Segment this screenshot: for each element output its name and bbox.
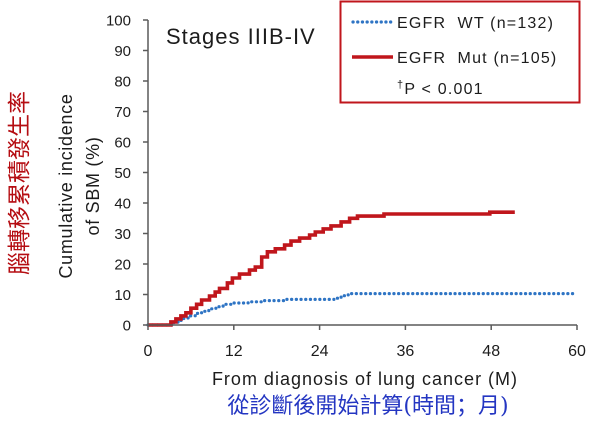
x-tick-label-12: 12 bbox=[225, 343, 243, 360]
y-tick-label-100: 100 bbox=[106, 13, 131, 30]
series-layer bbox=[146, 210, 579, 327]
y-tick-label-50: 50 bbox=[114, 165, 131, 182]
x-tick-label-36: 36 bbox=[397, 343, 415, 360]
y-tick-label-90: 90 bbox=[114, 43, 131, 60]
series-line-egfr-wt-n-132 bbox=[146, 292, 579, 327]
legend-label-mut: EGFR Mut (n=105) bbox=[397, 50, 557, 67]
legend-box bbox=[339, 0, 581, 104]
legend: EGFR WT (n=132) EGFR Mut (n=105) †P < 0.… bbox=[339, 0, 581, 104]
legend-p-value: †P < 0.001 bbox=[397, 79, 484, 98]
legend-label-wt: EGFR WT (n=132) bbox=[397, 15, 554, 32]
x-axis-chinese-caption: 從診斷後開始計算(時間；月) bbox=[227, 394, 508, 419]
y-axis-ticks: 0 10 20 30 40 50 60 70 80 90 100 bbox=[106, 13, 148, 335]
y-axis-title: Cumulative incidence of SBM (%) bbox=[56, 93, 103, 278]
chart-title: Stages IIIB-IV bbox=[166, 24, 316, 49]
x-axis-ticks: 0 12 24 36 48 60 bbox=[144, 325, 586, 360]
y-tick-label-20: 20 bbox=[114, 257, 131, 274]
x-axis-title: From diagnosis of lung cancer (M) bbox=[212, 369, 518, 389]
y-tick-label-80: 80 bbox=[114, 74, 131, 91]
y-axis-title-line-1: Cumulative incidence bbox=[56, 93, 76, 278]
x-tick-label-48: 48 bbox=[482, 343, 500, 360]
y-tick-label-10: 10 bbox=[114, 287, 131, 304]
y-tick-label-30: 30 bbox=[114, 226, 131, 243]
x-tick-label-60: 60 bbox=[568, 343, 586, 360]
y-tick-label-40: 40 bbox=[114, 196, 131, 213]
y-tick-label-0: 0 bbox=[123, 318, 131, 335]
series-line-egfr-mut-n-105 bbox=[148, 210, 515, 327]
x-tick-label-0: 0 bbox=[144, 343, 153, 360]
p-value-text: P < 0.001 bbox=[404, 81, 483, 98]
y-tick-label-70: 70 bbox=[114, 104, 131, 121]
p-value-dagger: † bbox=[397, 79, 404, 91]
y-tick-label-60: 60 bbox=[114, 135, 131, 152]
y-axis-title-line-2: of SBM (%) bbox=[83, 136, 103, 235]
vertical-chinese-caption: 腦轉移累積發生率 bbox=[7, 91, 33, 275]
x-tick-label-24: 24 bbox=[311, 343, 329, 360]
